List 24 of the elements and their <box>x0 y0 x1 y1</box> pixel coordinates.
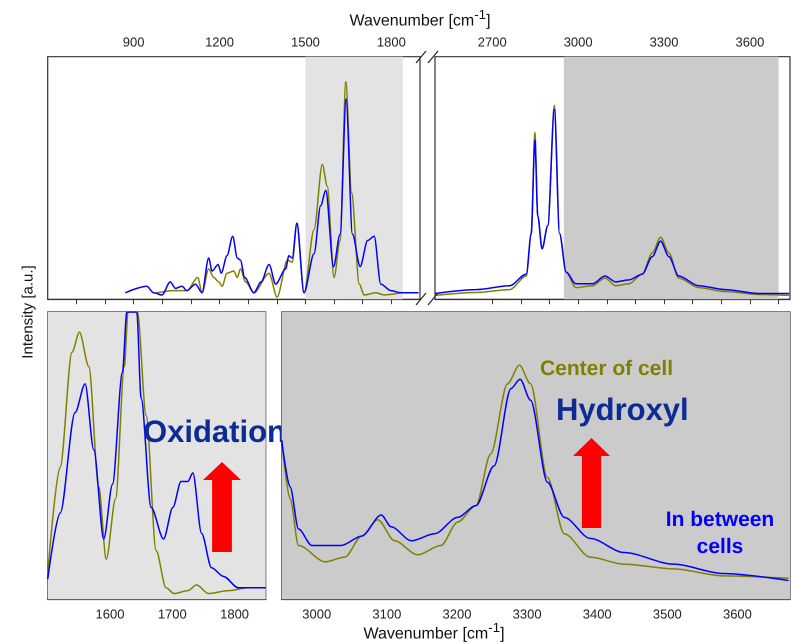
x-tick-label: 3200 <box>442 606 472 622</box>
x-tick-label: 3100 <box>372 606 402 622</box>
series-label: Center of cell <box>540 356 674 382</box>
x-tick-label: 1500 <box>290 34 320 50</box>
series-label: In between cells <box>664 507 776 560</box>
x-tick-label: 1800 <box>220 606 250 622</box>
x-tick-label: 3300 <box>650 34 678 50</box>
x-axis-title: Wavenumber [cm$^{-1}$] <box>363 620 505 643</box>
x-tick-label: 1600 <box>96 606 124 622</box>
x-axis-title: Wavenumber [cm$^{-1}$] <box>349 7 491 30</box>
y-axis-title: Intensity [a.u.] <box>20 265 36 359</box>
x-tick-label: 3600 <box>722 606 752 622</box>
annotation: Hydroxyl <box>556 392 689 428</box>
x-tick-label: 3600 <box>735 34 764 50</box>
x-tick-label: 900 <box>122 34 144 50</box>
x-tick-label: 3000 <box>302 606 332 622</box>
x-tick-label: 1800 <box>376 34 406 50</box>
x-tick-label: 2700 <box>478 34 507 50</box>
x-tick-label: 1700 <box>158 606 187 622</box>
x-tick-label: 3400 <box>582 606 612 622</box>
x-tick-label: 3500 <box>652 606 682 622</box>
x-tick-label: 3000 <box>564 34 593 50</box>
x-tick-label: 1200 <box>205 34 234 50</box>
x-tick-label: 3300 <box>512 606 542 622</box>
